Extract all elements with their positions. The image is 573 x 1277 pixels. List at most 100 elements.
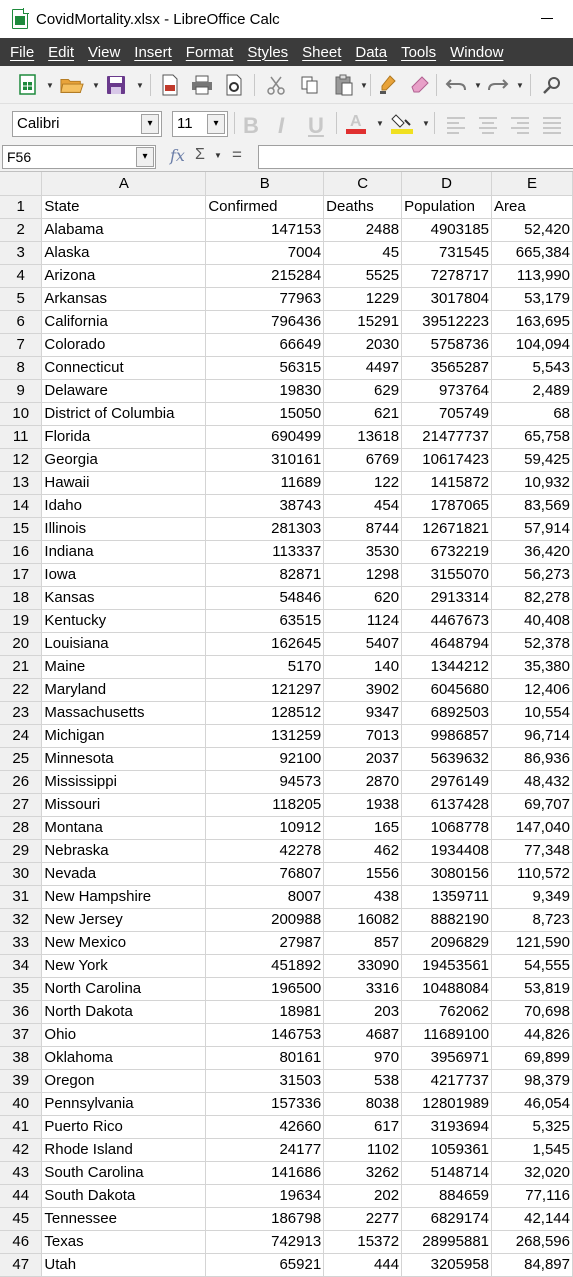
cell-d[interactable]: 1359711 [401,885,493,909]
cell-a[interactable]: California [41,310,207,334]
undo-dropdown-icon[interactable]: ▼ [474,81,482,90]
cell-d[interactable]: 4467673 [401,609,493,633]
cell-e[interactable]: 46,054 [491,1092,573,1116]
chevron-down-icon[interactable]: ▾ [207,114,225,134]
cell-c[interactable]: 140 [323,655,403,679]
cell-c[interactable]: 629 [323,379,403,403]
cell-a[interactable]: Georgia [41,448,207,472]
cell-e[interactable]: 59,425 [491,448,573,472]
cell-a[interactable]: Kansas [41,586,207,610]
cell-c[interactable]: 203 [323,1000,403,1024]
redo-dropdown-icon[interactable]: ▼ [516,81,524,90]
cell-d[interactable]: 6137428 [401,793,493,817]
cell-e[interactable]: 77,348 [491,839,573,863]
cell-c[interactable]: 438 [323,885,403,909]
cell-a[interactable]: Oklahoma [41,1046,207,1070]
row-header[interactable]: 33 [0,931,43,955]
cell-b[interactable]: 196500 [205,977,325,1001]
chevron-down-icon[interactable]: ▾ [136,147,154,167]
cell-e[interactable]: 12,406 [491,678,573,702]
cell-e[interactable]: 86,936 [491,747,573,771]
cell-d[interactable]: 4903185 [401,218,493,242]
cell-e[interactable]: 52,378 [491,632,573,656]
highlight-color-icon[interactable] [390,111,414,135]
cell-a[interactable]: Massachusetts [41,701,207,725]
cell-d[interactable]: 731545 [401,241,493,265]
save-icon[interactable] [104,73,128,97]
cell-e[interactable]: 665,384 [491,241,573,265]
cell-d[interactable]: 12671821 [401,517,493,541]
cell-b[interactable]: 92100 [205,747,325,771]
cell-b[interactable]: 56315 [205,356,325,380]
cell-b[interactable]: 141686 [205,1161,325,1185]
cell-e[interactable]: 69,707 [491,793,573,817]
cell-a[interactable]: Montana [41,816,207,840]
cell-b[interactable]: 121297 [205,678,325,702]
redo-icon[interactable] [486,73,510,97]
cell-d[interactable]: 705749 [401,402,493,426]
cell-b[interactable]: 118205 [205,793,325,817]
cell-d[interactable]: 5758736 [401,333,493,357]
sum-icon[interactable]: Σ [195,146,205,163]
cell-c[interactable]: 122 [323,471,403,495]
cell-d[interactable]: 3193694 [401,1115,493,1139]
row-header[interactable]: 37 [0,1023,43,1047]
cell-e[interactable]: 57,914 [491,517,573,541]
italic-icon[interactable]: I [278,113,285,138]
row-header[interactable]: 32 [0,908,43,932]
cell-e[interactable]: 52,420 [491,218,573,242]
cell-a[interactable]: Hawaii [41,471,207,495]
row-header[interactable]: 21 [0,655,43,679]
cell-c[interactable]: 462 [323,839,403,863]
cell-d[interactable]: 12801989 [401,1092,493,1116]
row-header[interactable]: 3 [0,241,43,265]
cell-c[interactable]: 970 [323,1046,403,1070]
cell-c[interactable]: 1298 [323,563,403,587]
cell-d[interactable]: 4648794 [401,632,493,656]
cell-a[interactable]: Kentucky [41,609,207,633]
row-header[interactable]: 2 [0,218,43,242]
cell-b[interactable]: 76807 [205,862,325,886]
cell-e[interactable]: 53,179 [491,287,573,311]
cell-d[interactable]: Population [401,195,493,219]
cell-c[interactable]: 857 [323,931,403,955]
cell-a[interactable]: State [41,195,207,219]
new-document-icon[interactable] [16,73,40,97]
row-header[interactable]: 47 [0,1253,43,1277]
row-header[interactable]: 23 [0,701,43,725]
cell-b[interactable]: 146753 [205,1023,325,1047]
cell-c[interactable]: 444 [323,1253,403,1277]
cell-b[interactable]: 113337 [205,540,325,564]
row-header[interactable]: 18 [0,586,43,610]
cell-a[interactable]: New Jersey [41,908,207,932]
row-header[interactable]: 6 [0,310,43,334]
cell-c[interactable]: Deaths [323,195,403,219]
cell-c[interactable]: 4497 [323,356,403,380]
row-header[interactable]: 46 [0,1230,43,1254]
cell-a[interactable]: Maine [41,655,207,679]
row-header[interactable]: 34 [0,954,43,978]
cell-e[interactable]: 42,144 [491,1207,573,1231]
cell-d[interactable]: 6732219 [401,540,493,564]
clear-formatting-icon[interactable] [408,73,432,97]
copy-icon[interactable] [298,73,322,97]
cell-a[interactable]: Missouri [41,793,207,817]
cell-e[interactable]: 96,714 [491,724,573,748]
cell-b[interactable]: 63515 [205,609,325,633]
row-header[interactable]: 42 [0,1138,43,1162]
row-header[interactable]: 10 [0,402,43,426]
cell-c[interactable]: 13618 [323,425,403,449]
menu-data[interactable]: Data [355,43,388,61]
cell-a[interactable]: Pennsylvania [41,1092,207,1116]
cell-b[interactable]: 19830 [205,379,325,403]
cell-d[interactable]: 762062 [401,1000,493,1024]
cell-e[interactable]: 70,698 [491,1000,573,1024]
new-dropdown-icon[interactable]: ▼ [46,81,54,90]
cell-c[interactable]: 617 [323,1115,403,1139]
cell-b[interactable]: 15050 [205,402,325,426]
row-header[interactable]: 4 [0,264,43,288]
cell-b[interactable]: 27987 [205,931,325,955]
cell-c[interactable]: 1102 [323,1138,403,1162]
cell-a[interactable]: Mississippi [41,770,207,794]
cell-e[interactable]: 65,758 [491,425,573,449]
